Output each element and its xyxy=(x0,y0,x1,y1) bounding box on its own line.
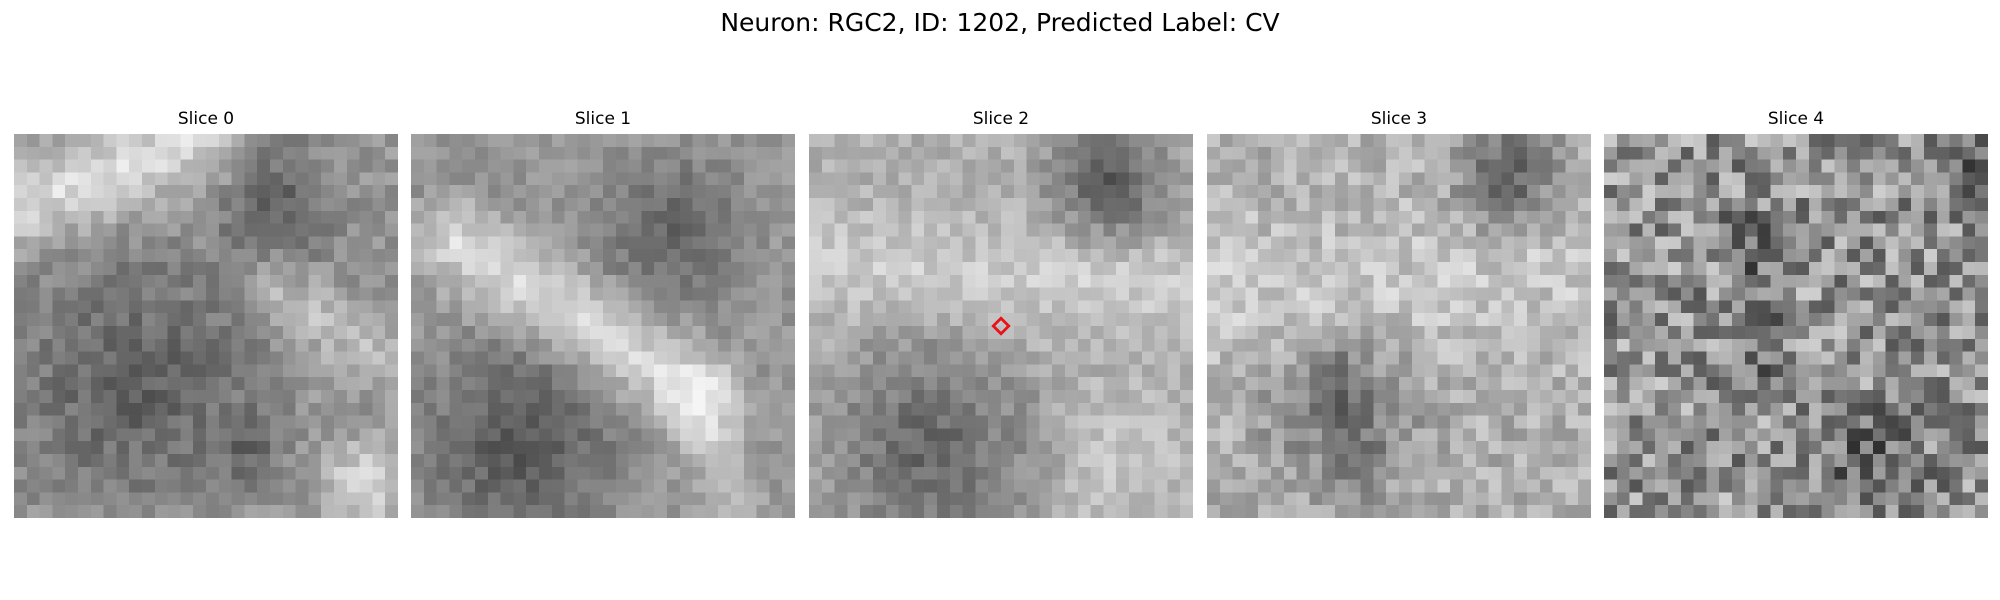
slice-image-4 xyxy=(1604,134,1988,518)
slice-panel-1: Slice 1 xyxy=(411,108,795,518)
slice-title-0: Slice 0 xyxy=(177,109,235,129)
slice-image-2 xyxy=(809,134,1193,518)
slice-panel-0: Slice 0 xyxy=(14,108,398,518)
center-marker xyxy=(991,316,1011,336)
slice-title-2: Slice 2 xyxy=(972,109,1030,129)
slice-title-4: Slice 4 xyxy=(1767,109,1825,129)
slice-title-3: Slice 3 xyxy=(1370,109,1428,129)
slice-image-1 xyxy=(411,134,795,518)
slice-image-0 xyxy=(14,134,398,518)
slice-panel-2: Slice 2 xyxy=(809,108,1193,518)
slice-image-3 xyxy=(1207,134,1591,518)
slice-title-1: Slice 1 xyxy=(574,109,632,129)
slice-panel-4: Slice 4 xyxy=(1604,108,1988,518)
slice-panel-3: Slice 3 xyxy=(1207,108,1591,518)
figure-title: Neuron: RGC2, ID: 1202, Predicted Label:… xyxy=(720,8,1280,37)
